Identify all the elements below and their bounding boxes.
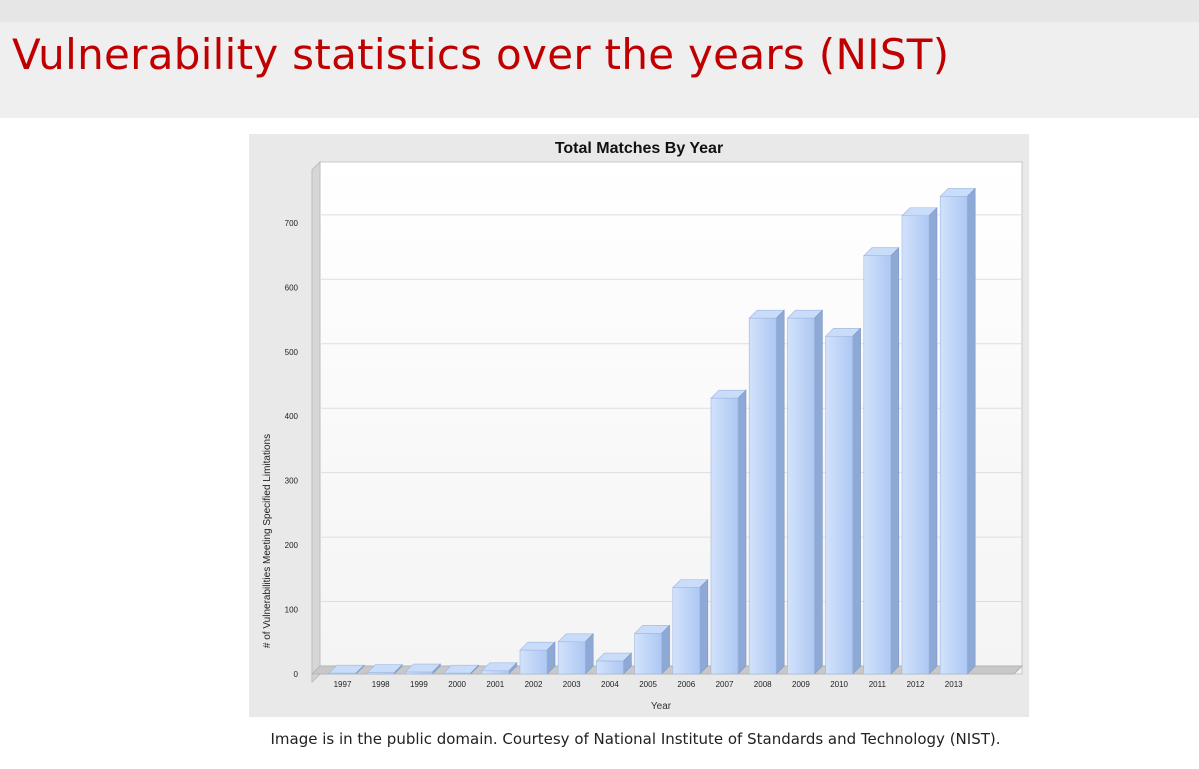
bar-2010: [824, 327, 862, 675]
x-tick-label: 2007: [716, 680, 734, 689]
x-tick-label: 2002: [525, 680, 543, 689]
y-tick-label: 600: [285, 283, 299, 292]
y-tick-label: 700: [285, 219, 299, 228]
bar-2002: [519, 641, 556, 675]
x-tick-label: 2011: [869, 680, 887, 689]
bar-front-face: [710, 397, 739, 675]
bar-1997: [328, 664, 365, 675]
bar-side-face: [852, 327, 861, 675]
bar-front-face: [557, 641, 586, 675]
x-tick-label: 2013: [945, 680, 963, 689]
bar-front-face: [519, 649, 548, 675]
y-tick-label: 400: [285, 412, 299, 421]
chart-title: Total Matches By Year: [555, 140, 723, 157]
bar-2009: [786, 309, 824, 675]
bar-2000: [442, 664, 480, 675]
bar-side-face: [775, 309, 785, 675]
x-tick-label: 2012: [907, 680, 925, 689]
y-tick-label: 200: [285, 541, 299, 550]
bar-side-face: [737, 389, 747, 675]
x-tick-label: 2004: [601, 680, 619, 689]
bar-2013: [939, 187, 976, 675]
x-tick-label: 2001: [486, 680, 504, 689]
x-axis-ticks: 1997 1998 1999 2000 2001 2002 2003 2004 2005 2006…: [334, 680, 964, 689]
y-axis-label: # of Vulnerabilities Meeting Specified L…: [262, 434, 273, 648]
bar-front-face: [672, 587, 701, 675]
x-tick-label: 2010: [830, 680, 848, 689]
title-bar: [0, 22, 1199, 118]
bar-1999: [404, 663, 442, 675]
x-tick-label: 1999: [410, 680, 428, 689]
x-tick-label: 1997: [334, 680, 352, 689]
bar-chart: 0 100 200 300 400 500 600 700 1997 1998 1999 2000 2…: [262, 140, 1024, 712]
bar-front-face: [901, 215, 930, 675]
plot-side-wall: [311, 160, 321, 684]
x-tick-label: 1998: [372, 680, 390, 689]
chart-panel: 0 100 200 300 400 500 600 700 1997 1998 1999 2000 2…: [249, 134, 1029, 717]
bar-front-face: [748, 317, 777, 675]
bar-2008: [748, 309, 785, 675]
bar-side-face: [890, 246, 900, 675]
bar-front-face: [787, 317, 815, 675]
x-tick-label: 2003: [563, 680, 581, 689]
bar-2012: [901, 207, 938, 675]
bar-2003: [557, 633, 594, 675]
bar-front-face: [366, 672, 395, 675]
x-tick-label: 2009: [792, 680, 810, 689]
x-tick-label: 2000: [448, 680, 466, 689]
image-caption: Image is in the public domain. Courtesy …: [270, 730, 1001, 748]
bar-front-face: [634, 633, 662, 675]
bar-side-face: [928, 207, 938, 675]
bar-front-face: [596, 660, 624, 675]
x-tick-label: 2005: [639, 680, 657, 689]
bar-1998: [366, 663, 403, 675]
bar-front-face: [405, 671, 433, 675]
bar-front-face: [825, 335, 853, 675]
bar-side-face: [699, 578, 709, 675]
bar-front-face: [863, 255, 892, 675]
slide-title: Vulnerability statistics over the years …: [12, 30, 950, 79]
bar-front-face: [939, 196, 968, 675]
y-axis-ticks: 0 100 200 300 400 500 600 700: [285, 219, 299, 679]
bar-front-face: [443, 672, 471, 675]
y-tick-label: 0: [294, 670, 299, 679]
bar-front-face: [328, 672, 357, 675]
y-tick-label: 300: [285, 477, 299, 486]
top-strip: [0, 0, 1199, 22]
bar-2007: [710, 389, 747, 675]
bar-2006: [672, 578, 709, 675]
bar-side-face: [814, 309, 823, 675]
x-tick-label: 2008: [754, 680, 772, 689]
bar-2011: [863, 246, 900, 675]
bar-side-face: [661, 624, 670, 675]
bar-front-face: [481, 670, 510, 675]
x-tick-label: 2006: [677, 680, 695, 689]
y-tick-label: 500: [285, 348, 299, 357]
bar-2001: [481, 662, 518, 675]
bar-side-face: [966, 187, 976, 675]
y-tick-label: 100: [285, 606, 299, 615]
bar-2004: [595, 652, 633, 675]
bar-2005: [633, 624, 671, 675]
x-axis-label: Year: [651, 701, 672, 712]
bars: [328, 187, 976, 675]
